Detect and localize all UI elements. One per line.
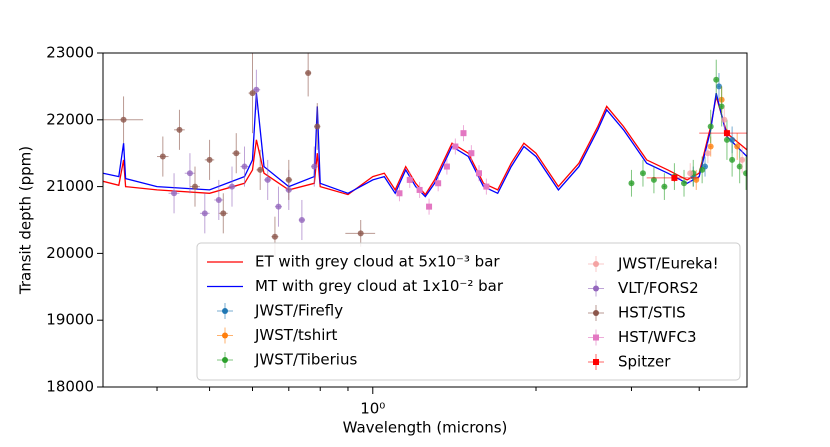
data-point <box>285 176 292 183</box>
legend-label: JWST/Tiberius <box>254 351 357 369</box>
data-point <box>628 180 635 187</box>
data-point <box>191 183 198 190</box>
data-point <box>723 136 730 143</box>
data-point <box>460 130 467 137</box>
x-axis-label: Wavelength (microns) <box>343 419 508 437</box>
plot-area <box>103 53 747 257</box>
data-point <box>699 166 706 173</box>
data-point <box>159 153 166 160</box>
data-point <box>201 210 208 217</box>
data-point <box>305 70 312 77</box>
data-point <box>264 176 271 183</box>
data-point <box>721 116 728 123</box>
data-point <box>176 126 183 133</box>
y-tick-label: 23000 <box>46 44 94 62</box>
data-point <box>707 143 714 150</box>
data-point <box>206 156 213 163</box>
y-tick-label: 20000 <box>46 244 94 262</box>
data-point <box>443 163 450 170</box>
data-point <box>452 143 459 150</box>
data-point <box>715 83 722 90</box>
model-line <box>103 96 747 196</box>
data-point <box>120 116 127 123</box>
x-tick-label: 10⁰ <box>360 400 385 418</box>
data-point <box>734 143 741 150</box>
data-point <box>736 163 743 170</box>
data-point <box>275 203 282 210</box>
data-point <box>241 163 248 170</box>
data-point <box>639 170 646 177</box>
legend-marker <box>593 285 599 292</box>
legend <box>196 242 741 381</box>
data-point <box>483 183 490 190</box>
legend-label: MT with grey cloud at 1x10⁻² bar <box>255 277 504 295</box>
data-point <box>671 174 678 181</box>
y-tick-label: 22000 <box>46 110 94 128</box>
y-tick-label: 18000 <box>46 378 94 396</box>
data-point <box>220 210 227 217</box>
data-point <box>416 186 423 193</box>
legend-marker <box>593 261 599 267</box>
data-point <box>468 150 475 157</box>
data-point <box>707 123 714 130</box>
legend-marker <box>222 332 228 339</box>
data-point <box>357 230 364 237</box>
legend-label: JWST/Firefly <box>254 302 343 320</box>
legend-label: VLT/FORS2 <box>618 279 699 297</box>
data-point <box>650 176 657 183</box>
data-point <box>215 196 222 203</box>
data-point <box>718 103 725 110</box>
data-point <box>743 170 747 177</box>
data-point <box>693 176 700 183</box>
y-tick-label: 21000 <box>46 177 94 195</box>
data-point <box>406 176 413 183</box>
data-point <box>229 183 236 190</box>
y-tick-label: 19000 <box>46 311 94 329</box>
data-point <box>435 180 442 187</box>
data-point <box>396 190 403 197</box>
model-line <box>103 92 747 198</box>
legend-marker <box>593 359 599 365</box>
data-point <box>426 203 433 210</box>
data-point <box>729 136 736 143</box>
data-point <box>314 123 321 130</box>
data-point <box>729 156 736 163</box>
data-point <box>687 170 694 177</box>
data-point <box>233 150 240 157</box>
legend-label: JWST/Eureka! <box>617 255 719 273</box>
data-point <box>713 76 720 83</box>
data-point <box>253 86 260 93</box>
legend-label: Spitzer <box>618 353 671 371</box>
data-point <box>475 170 482 177</box>
legend-label: HST/STIS <box>618 304 686 322</box>
y-axis-label: Transit depth (ppm) <box>17 146 35 295</box>
data-point <box>661 183 668 190</box>
data-point <box>723 130 730 137</box>
axes-frame <box>102 52 748 388</box>
legend-marker <box>222 308 228 314</box>
data-point <box>171 190 178 197</box>
legend-marker <box>593 334 599 341</box>
legend-marker <box>593 310 599 316</box>
data-point <box>681 180 688 187</box>
legend-label: ET with grey cloud at 5x10⁻³ bar <box>255 253 500 271</box>
data-point <box>704 150 711 157</box>
legend-label: HST/WFC3 <box>618 328 697 346</box>
data-point <box>311 163 318 170</box>
data-point <box>249 90 256 97</box>
legend-marker <box>222 357 228 363</box>
data-point <box>271 233 278 240</box>
data-point <box>186 170 193 177</box>
data-point <box>257 166 264 173</box>
data-point <box>739 156 746 163</box>
data-point <box>298 217 305 223</box>
legend-label: JWST/tshirt <box>254 326 338 344</box>
